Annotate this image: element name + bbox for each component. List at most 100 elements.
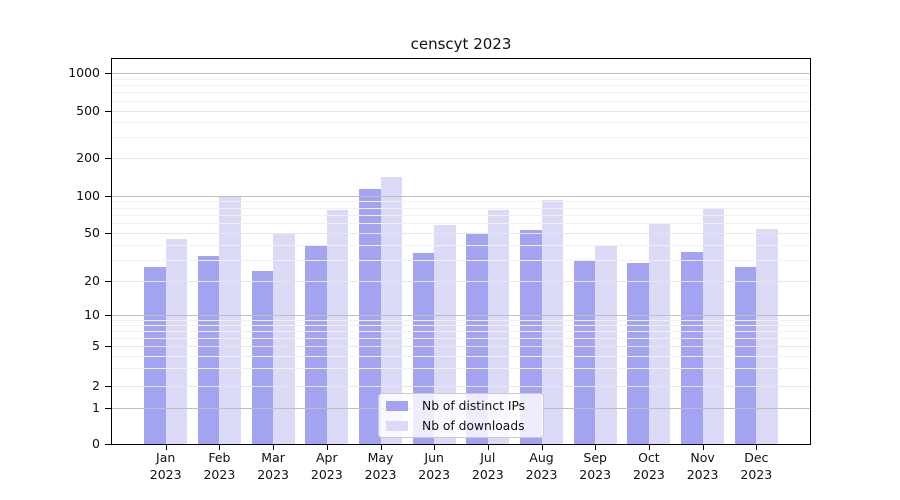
x-tick-label-line: 2023 xyxy=(418,466,451,482)
x-tick-label-line: 2023 xyxy=(579,466,612,482)
bar-downloads-aug xyxy=(541,200,563,444)
bar-distinct-ips-oct xyxy=(627,263,649,444)
x-tick-label-jul: Jul 2023 xyxy=(456,450,520,483)
gridline-9 xyxy=(112,319,810,321)
gridline-400 xyxy=(112,122,810,124)
bar-distinct-ips-jul xyxy=(466,234,488,444)
x-tick-label-aug: Aug 2023 xyxy=(510,450,574,483)
y-tick-label-2: 2 xyxy=(92,377,100,393)
bar-downloads-oct xyxy=(648,223,671,444)
x-tick-label-dec: Dec 2023 xyxy=(724,450,788,483)
bar-distinct-ips-may xyxy=(359,189,381,444)
gridline-900 xyxy=(112,78,810,80)
x-tick-label-line: 2023 xyxy=(686,466,719,482)
bar-downloads-sep xyxy=(595,244,617,444)
y-tick-0 xyxy=(105,444,112,445)
bar-distinct-ips-aug xyxy=(520,229,542,444)
y-tick-label-50: 50 xyxy=(84,225,100,240)
x-tick-jan xyxy=(165,445,167,450)
bar-distinct-ips-nov xyxy=(681,251,703,444)
legend: Nb of distinct IPs Nb of downloads xyxy=(378,393,544,438)
legend-swatch-downloads xyxy=(386,420,408,431)
gridline-20 xyxy=(112,281,810,282)
y-tick-5 xyxy=(105,346,112,347)
legend-label-distinct-ips: Nb of distinct IPs xyxy=(422,398,526,413)
y-tick-label-1: 1 xyxy=(92,400,100,415)
y-tick-2 xyxy=(105,385,112,387)
y-tick-label-5: 5 xyxy=(92,338,100,353)
x-tick-label-jan: Jan 2023 xyxy=(134,450,198,483)
x-tick-label-apr: Apr 2023 xyxy=(295,450,359,483)
gridline-5 xyxy=(112,346,810,347)
x-tick-label-oct: Oct 2023 xyxy=(617,450,681,483)
gridline-300 xyxy=(112,137,810,138)
y-tick-100 xyxy=(105,195,112,197)
x-tick-label-line: 2023 xyxy=(740,466,773,482)
x-tick-label-feb: Feb 2023 xyxy=(187,450,251,483)
x-tick-label-may: May 2023 xyxy=(349,450,413,483)
chart-title: censcyt 2023 xyxy=(410,35,512,53)
x-tick-nov xyxy=(702,445,704,450)
x-tick-label-line: Jun xyxy=(424,450,444,465)
x-tick-label-line: Apr xyxy=(315,450,338,465)
gridline-7 xyxy=(112,331,810,332)
y-tick-10 xyxy=(105,315,112,316)
x-tick-sep xyxy=(595,445,597,450)
y-tick-200 xyxy=(105,158,112,159)
x-tick-label-line: 2023 xyxy=(203,466,236,482)
x-tick-jul xyxy=(487,445,489,450)
x-tick-mar xyxy=(273,445,275,450)
x-tick-label-line: 2023 xyxy=(364,466,397,482)
x-tick-label-jun: Jun 2023 xyxy=(402,450,466,483)
gridline-10 xyxy=(112,315,810,316)
bar-downloads-dec xyxy=(756,228,778,444)
x-tick-apr xyxy=(326,445,328,450)
x-tick-label-line: 2023 xyxy=(310,466,343,482)
x-tick-label-line: Mar xyxy=(261,450,285,465)
x-tick-label-line: Oct xyxy=(638,450,660,465)
x-tick-label-nov: Nov 2023 xyxy=(671,450,735,483)
x-tick-label-line: 2023 xyxy=(149,466,182,482)
y-tick-1000 xyxy=(105,73,112,74)
gridline-60 xyxy=(112,223,810,225)
y-tick-1 xyxy=(105,408,112,409)
gridline-700 xyxy=(112,92,810,94)
legend-swatch-distinct-ips xyxy=(386,400,408,411)
gridline-100 xyxy=(112,195,810,197)
bar-downloads-jul xyxy=(487,209,510,444)
gridline-500 xyxy=(112,110,810,112)
y-tick-label-0: 0 xyxy=(92,436,100,451)
bar-distinct-ips-sep xyxy=(573,259,596,444)
bar-distinct-ips-mar xyxy=(251,271,274,444)
bar-downloads-nov xyxy=(702,208,725,444)
bar-downloads-may xyxy=(380,177,402,444)
bar-distinct-ips-apr xyxy=(305,246,327,444)
gridline-2 xyxy=(112,385,810,387)
y-tick-label-200: 200 xyxy=(76,150,100,165)
x-tick-label-mar: Mar 2023 xyxy=(241,450,305,483)
x-tick-dec xyxy=(756,445,758,450)
gridline-1000 xyxy=(112,73,810,74)
gridline-600 xyxy=(112,100,810,102)
y-tick-label-100: 100 xyxy=(76,187,100,203)
bar-distinct-ips-feb xyxy=(197,256,220,444)
gridline-200 xyxy=(112,158,810,159)
x-tick-label-line: 2023 xyxy=(525,466,558,482)
y-tick-500 xyxy=(105,110,112,112)
x-tick-oct xyxy=(648,445,650,450)
y-tick-label-1000: 1000 xyxy=(68,65,100,80)
gridline-800 xyxy=(112,85,810,87)
y-tick-label-20: 20 xyxy=(84,273,100,288)
x-tick-feb xyxy=(219,445,221,450)
y-tick-label-500: 500 xyxy=(76,102,100,118)
legend-item-distinct-ips: Nb of distinct IPs xyxy=(386,397,543,415)
gridline-3 xyxy=(112,368,810,369)
x-tick-label-line: Jul xyxy=(480,450,496,465)
legend-label-downloads: Nb of downloads xyxy=(422,418,525,433)
gridline-70 xyxy=(112,214,810,216)
y-tick-label-10: 10 xyxy=(84,307,100,322)
gridline-8 xyxy=(112,325,810,326)
x-tick-label-line: Dec xyxy=(744,450,769,465)
bar-downloads-apr xyxy=(326,209,349,444)
